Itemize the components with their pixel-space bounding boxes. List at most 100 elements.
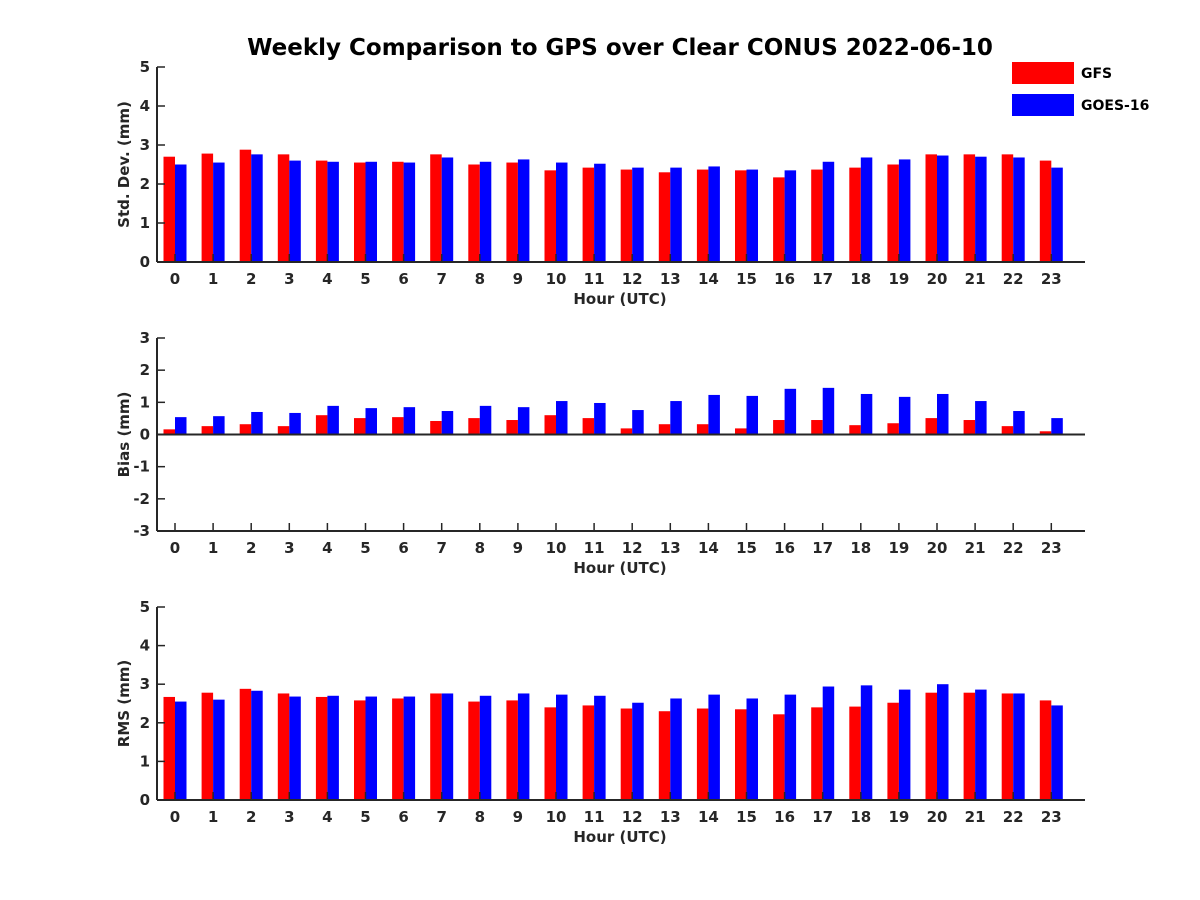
bar <box>898 159 911 262</box>
x-tick-label: 2 <box>246 270 256 288</box>
bar <box>784 170 797 262</box>
bar <box>975 401 987 435</box>
x-tick-label: 8 <box>475 539 485 557</box>
x-tick-label: 7 <box>436 270 446 288</box>
bar <box>582 705 595 800</box>
x-tick-label: 1 <box>208 539 218 557</box>
bar <box>251 690 263 800</box>
bar <box>213 416 225 435</box>
bar <box>620 428 633 435</box>
legend-label: GOES-16 <box>1081 98 1149 114</box>
bar <box>468 701 480 800</box>
x-tick-label: 19 <box>888 808 909 826</box>
bar <box>822 161 835 262</box>
bar <box>441 693 454 800</box>
x-tick-label: 15 <box>736 808 757 826</box>
bar <box>468 418 480 435</box>
y-tick-label: 2 <box>140 361 150 379</box>
y-tick-label: 1 <box>140 214 150 232</box>
bar <box>582 167 595 262</box>
series-gfs <box>163 688 1052 800</box>
bar <box>975 689 987 800</box>
x-tick-label: 14 <box>698 539 719 557</box>
y-axis-label: RMS (mm) <box>115 660 133 747</box>
bar <box>746 698 758 800</box>
bar <box>175 417 187 435</box>
bar <box>696 708 709 800</box>
bar <box>201 692 214 800</box>
bar <box>822 686 835 800</box>
x-tick-label: 1 <box>208 808 218 826</box>
bar <box>658 424 671 435</box>
bar <box>773 714 785 800</box>
bar <box>354 700 366 800</box>
bar <box>773 177 785 262</box>
x-tick-label: 4 <box>322 539 332 557</box>
legend-swatch <box>1012 62 1074 84</box>
bar <box>403 407 416 435</box>
bar <box>925 154 937 262</box>
bar <box>708 694 720 800</box>
bar <box>860 157 873 262</box>
bar <box>975 156 987 262</box>
bar <box>251 411 263 435</box>
x-tick-label: 5 <box>360 270 370 288</box>
y-tick-label: -1 <box>133 458 150 476</box>
x-tick-label: 7 <box>436 808 446 826</box>
y-axis-label: Std. Dev. (mm) <box>115 101 133 228</box>
x-tick-label: 18 <box>850 808 871 826</box>
legend-label: GFS <box>1081 66 1112 82</box>
bar <box>925 418 937 435</box>
x-tick-label: 1 <box>208 270 218 288</box>
bar <box>1013 411 1025 435</box>
bar <box>1051 167 1063 262</box>
x-tick-label: 6 <box>398 270 408 288</box>
bar <box>327 695 339 800</box>
bar <box>201 426 214 435</box>
bar <box>735 709 747 800</box>
bar <box>163 156 175 262</box>
x-tick-label: 15 <box>736 539 757 557</box>
bar <box>1001 426 1014 435</box>
bar <box>506 700 518 800</box>
bar <box>784 694 797 800</box>
series-gfs <box>163 415 1052 435</box>
bar <box>239 424 252 435</box>
bar <box>479 405 492 435</box>
bar <box>696 424 709 435</box>
bar <box>594 695 606 800</box>
bar <box>811 420 823 435</box>
y-tick-label: 1 <box>140 752 150 770</box>
x-tick-label: 18 <box>850 270 871 288</box>
y-tick-label: 3 <box>140 329 150 347</box>
x-tick-label: 0 <box>170 808 180 826</box>
legend-entry-goes-16: GOES-16 <box>1012 94 1149 116</box>
bar <box>163 429 175 435</box>
x-tick-label: 16 <box>774 539 795 557</box>
bar <box>544 707 556 800</box>
x-tick-label: 23 <box>1041 270 1062 288</box>
x-tick-label: 0 <box>170 539 180 557</box>
bar <box>175 164 187 262</box>
bar <box>620 169 633 262</box>
bar <box>556 401 568 435</box>
x-tick-label: 11 <box>584 270 605 288</box>
x-tick-label: 11 <box>584 539 605 557</box>
x-tick-label: 6 <box>398 808 408 826</box>
x-tick-label: 19 <box>888 270 909 288</box>
bar <box>582 418 595 435</box>
bar <box>556 162 568 262</box>
x-tick-label: 5 <box>360 808 370 826</box>
y-tick-label: 0 <box>140 426 150 444</box>
x-tick-label: 23 <box>1041 539 1062 557</box>
x-tick-label: 21 <box>965 808 986 826</box>
x-tick-label: 20 <box>927 539 948 557</box>
bar <box>365 696 377 800</box>
bar <box>937 393 949 435</box>
bar <box>1013 693 1025 800</box>
bar <box>517 693 530 800</box>
bar <box>213 162 225 262</box>
x-tick-label: 11 <box>584 808 605 826</box>
x-tick-label: 22 <box>1003 539 1024 557</box>
